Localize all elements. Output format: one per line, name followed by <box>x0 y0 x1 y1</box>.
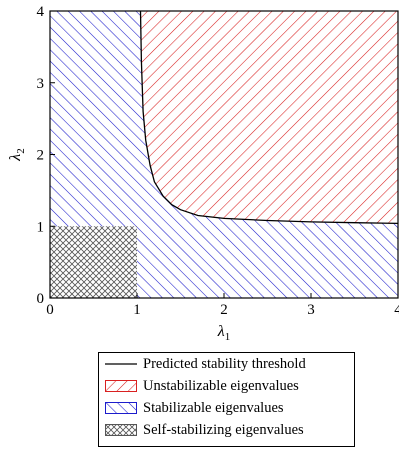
x-tick-label: 0 <box>46 302 54 318</box>
legend-entry-threshold: Predicted stability threshold <box>99 353 354 375</box>
legend-label: Unstabilizable eigenvalues <box>143 377 299 394</box>
legend-red-hatch-symbol <box>105 380 137 392</box>
x-tick-label: 1 <box>133 302 141 318</box>
legend: Predicted stability threshold Unstabiliz… <box>98 352 355 447</box>
legend-label: Stabilizable eigenvalues <box>143 399 284 416</box>
threshold-curve <box>139 10 399 225</box>
x-tick-label: 3 <box>307 302 315 318</box>
x-tick-label: 2 <box>220 302 228 318</box>
legend-entry-self-stabilizing: Self-stabilizing eigenvalues <box>99 419 354 441</box>
y-tick-label: 4 <box>37 4 45 20</box>
x-axis-label: λ1 <box>217 323 230 343</box>
legend-crosshatch-symbol <box>105 424 137 436</box>
y-tick-label: 1 <box>37 219 45 235</box>
y-tick-label: 2 <box>37 148 45 164</box>
legend-entry-stabilizable: Stabilizable eigenvalues <box>99 397 354 419</box>
unstabilizable-region <box>140 11 398 224</box>
legend-entry-unstabilizable: Unstabilizable eigenvalues <box>99 375 354 397</box>
y-tick-label: 3 <box>37 76 45 92</box>
self-stabilizing-region <box>50 226 137 298</box>
legend-label: Self-stabilizing eigenvalues <box>143 421 304 438</box>
legend-blue-hatch-symbol <box>105 402 137 414</box>
x-tick-label: 4 <box>394 302 399 318</box>
y-tick-label: 0 <box>37 291 45 307</box>
stability-chart: 0 1 2 3 4 0 1 2 3 4 λ1 λ2 <box>7 4 399 343</box>
y-axis-label: λ2 <box>7 148 27 161</box>
legend-line-symbol <box>105 363 137 365</box>
legend-label: Predicted stability threshold <box>143 355 306 372</box>
